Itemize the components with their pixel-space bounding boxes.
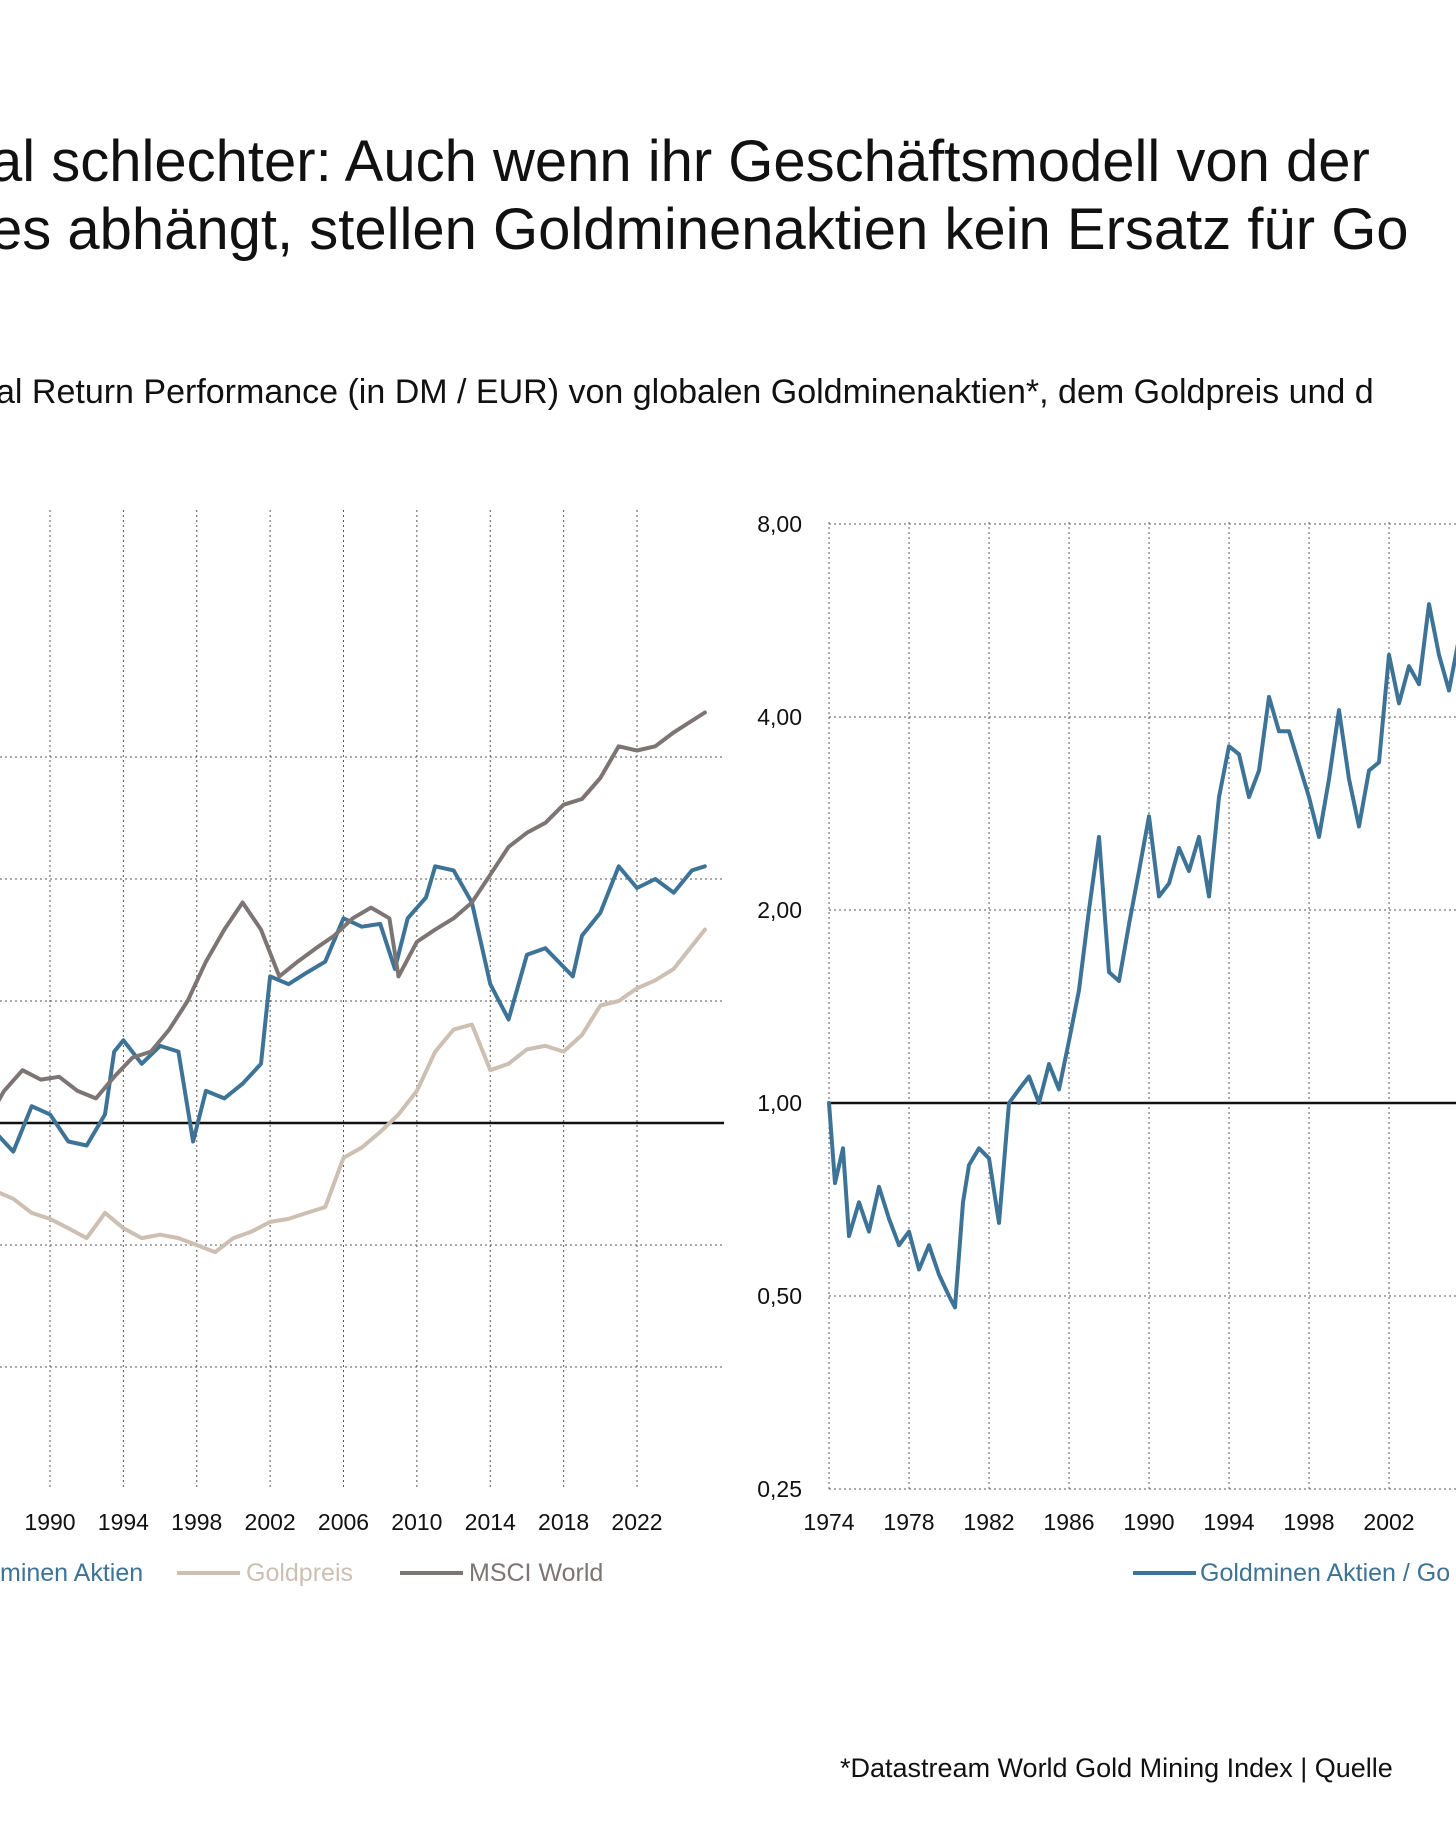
legend-label-goldmine: minen Aktien xyxy=(0,1559,143,1587)
y-tick-label: 2,00 xyxy=(757,897,802,923)
chart-subtitle: al Return Performance (in DM / EUR) von … xyxy=(0,373,1374,411)
series-line-ratio xyxy=(827,602,1456,1310)
x-tick-label: 2014 xyxy=(465,1509,516,1535)
x-tick-label: 1994 xyxy=(1203,1509,1254,1535)
x-tick-label: 2018 xyxy=(538,1509,589,1535)
chart-left: 6199019941998200220062010201420182022min… xyxy=(0,510,724,1587)
y-tick-label: 0,25 xyxy=(757,1476,802,1502)
legend-label-ratio: Goldminen Aktien / Go xyxy=(1200,1559,1450,1587)
y-tick-label: 1,00 xyxy=(757,1090,802,1116)
headline-line-2: es abhängt, stellen Goldminenaktien kein… xyxy=(0,197,1409,262)
x-tick-label: 1998 xyxy=(1283,1509,1334,1535)
x-tick-label: 2010 xyxy=(391,1509,442,1535)
headline: al schlechter: Auch wenn ihr Geschäftsmo… xyxy=(0,128,1456,264)
x-tick-label: 2002 xyxy=(245,1509,296,1535)
x-tick-label: 1982 xyxy=(963,1509,1014,1535)
x-tick-label: 2006 xyxy=(318,1509,369,1535)
x-tick-label: 1990 xyxy=(24,1509,75,1535)
series-line-gold xyxy=(0,927,707,1255)
x-tick-label: 2022 xyxy=(611,1509,662,1535)
y-tick-label: 4,00 xyxy=(757,704,802,730)
legend-label-gold: Goldpreis xyxy=(246,1559,353,1587)
series-line-msci xyxy=(0,710,707,1103)
x-tick-label: 1998 xyxy=(171,1509,222,1535)
y-tick-label: 8,00 xyxy=(757,511,802,537)
x-tick-label: 1978 xyxy=(883,1509,934,1535)
y-tick-label: 0,50 xyxy=(757,1283,802,1309)
source-footnote: *Datastream World Gold Mining Index | Qu… xyxy=(840,1753,1393,1783)
x-tick-label: 1990 xyxy=(1123,1509,1174,1535)
x-tick-label: 2002 xyxy=(1363,1509,1414,1535)
headline-line-1: al schlechter: Auch wenn ihr Geschäftsmo… xyxy=(0,129,1370,194)
x-tick-label: 1974 xyxy=(803,1509,854,1535)
x-tick-label: 1986 xyxy=(1043,1509,1094,1535)
x-tick-label: 1994 xyxy=(98,1509,149,1535)
legend-label-msci: MSCI World xyxy=(469,1559,603,1587)
series-line-goldmine xyxy=(0,864,707,1154)
